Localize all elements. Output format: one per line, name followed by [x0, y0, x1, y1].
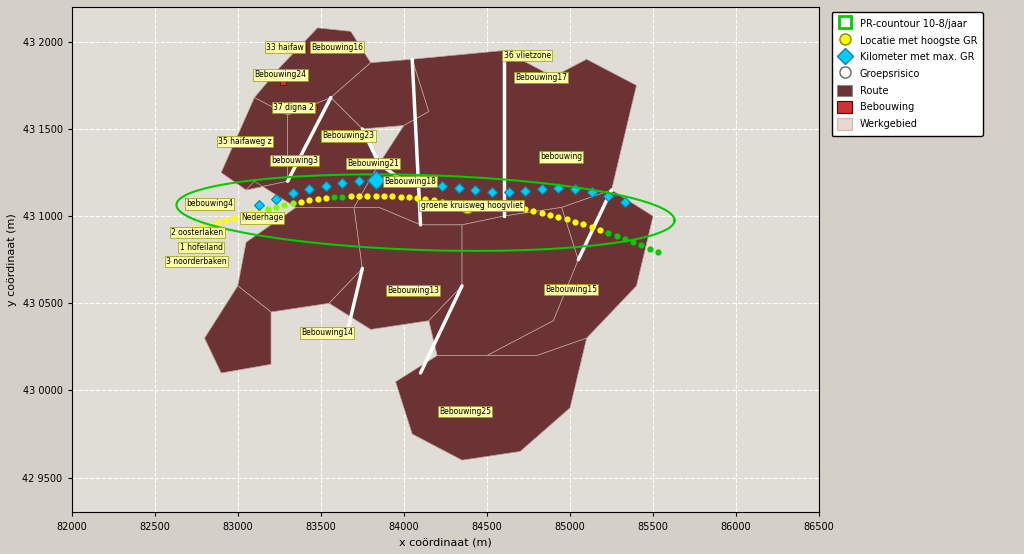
- Text: 2 oosterlaken: 2 oosterlaken: [171, 228, 223, 237]
- Text: Bebouwing21: Bebouwing21: [347, 160, 399, 168]
- Polygon shape: [354, 50, 637, 225]
- Text: Bebouwing15: Bebouwing15: [545, 285, 597, 294]
- Text: Bebouwing24: Bebouwing24: [254, 70, 306, 79]
- Text: Bebouwing18: Bebouwing18: [384, 177, 436, 186]
- Legend: PR-countour 10-8/jaar, Locatie met hoogste GR, Kilometer met max. GR, Groepsrisi: PR-countour 10-8/jaar, Locatie met hoogs…: [831, 12, 983, 136]
- Polygon shape: [238, 207, 362, 312]
- Polygon shape: [246, 98, 379, 207]
- Text: 36 vlietzone: 36 vlietzone: [504, 52, 551, 60]
- Polygon shape: [329, 207, 462, 330]
- Text: 37 digna 2: 37 digna 2: [272, 102, 313, 112]
- X-axis label: x coördinaat (m): x coördinaat (m): [399, 537, 492, 547]
- Text: Bebouwing14: Bebouwing14: [301, 329, 353, 337]
- Polygon shape: [487, 190, 653, 356]
- Text: 33 haifaw: 33 haifaw: [266, 43, 304, 52]
- Polygon shape: [205, 286, 271, 373]
- Text: groene kruisweg hoogvliet: groene kruisweg hoogvliet: [421, 201, 522, 210]
- Polygon shape: [254, 28, 371, 115]
- Y-axis label: y coördinaat (m): y coördinaat (m): [7, 213, 17, 306]
- Text: Bebouwing13: Bebouwing13: [387, 286, 439, 295]
- Text: 1 hofeiland: 1 hofeiland: [179, 243, 222, 252]
- Text: Bebouwing23: Bebouwing23: [323, 131, 375, 141]
- Polygon shape: [395, 338, 587, 460]
- Text: Bebouwing17: Bebouwing17: [515, 73, 567, 82]
- Polygon shape: [221, 98, 288, 190]
- Polygon shape: [429, 207, 579, 356]
- Text: bebouwing: bebouwing: [540, 152, 583, 161]
- Text: 3 noorderbaken: 3 noorderbaken: [166, 257, 227, 266]
- Text: Bebouwing16: Bebouwing16: [311, 43, 362, 52]
- Text: Bebouwing25: Bebouwing25: [438, 407, 490, 416]
- Text: bebouwing4: bebouwing4: [186, 199, 233, 208]
- Text: bebouwing3: bebouwing3: [271, 156, 318, 165]
- Text: Nederhage: Nederhage: [241, 213, 284, 222]
- Text: 35 haifaweg z: 35 haifaweg z: [218, 137, 271, 146]
- Polygon shape: [331, 59, 429, 129]
